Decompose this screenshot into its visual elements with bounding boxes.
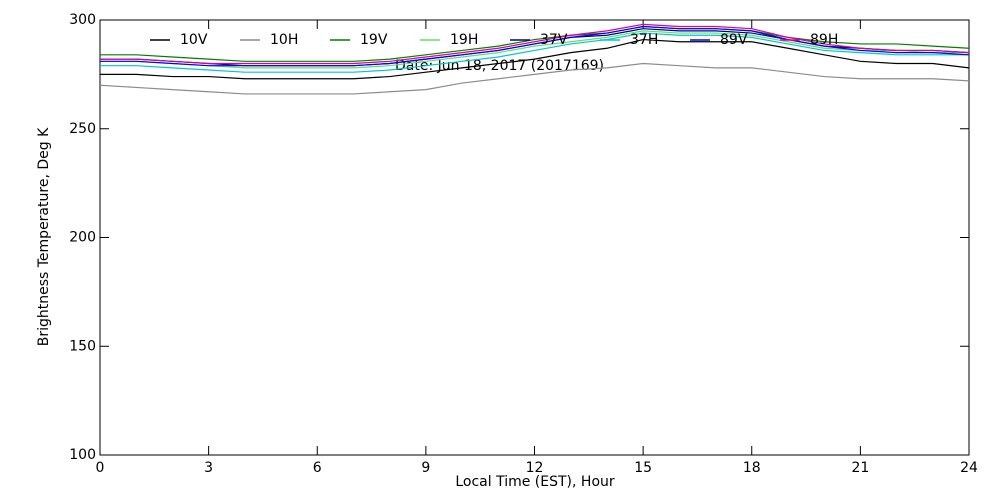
y-tick-label: 200	[69, 230, 96, 246]
legend-label: 10V	[180, 32, 208, 48]
series-line	[100, 32, 969, 73]
legend-label: 37V	[540, 32, 568, 48]
x-tick-label: 24	[960, 460, 978, 476]
legend-label: 19V	[360, 32, 388, 48]
legend-label: 10H	[270, 32, 298, 48]
x-tick-label: 9	[421, 460, 430, 476]
y-tick-label: 300	[69, 12, 96, 28]
y-axis-label: Brightness Temperature, Deg K	[36, 127, 52, 346]
series-line	[100, 38, 970, 80]
series-line	[100, 30, 969, 69]
x-tick-label: 3	[204, 460, 213, 476]
x-tick-label: 12	[526, 460, 544, 476]
x-tick-label: 21	[851, 460, 869, 476]
y-tick-label: 100	[69, 447, 96, 463]
x-tick-label: 0	[96, 460, 105, 476]
y-tick-label: 150	[69, 338, 96, 354]
legend-label: 19H	[450, 32, 478, 48]
x-tick-label: 6	[313, 460, 322, 476]
legend-label: 89V	[720, 32, 748, 48]
x-tick-label: 18	[743, 460, 761, 476]
legend-label: 37H	[630, 32, 658, 48]
series-line	[100, 25, 970, 62]
series-line	[100, 25, 970, 67]
series-line	[100, 23, 970, 65]
plot-frame	[99, 19, 970, 456]
x-axis-label: Local Time (EST), Hour	[455, 474, 615, 490]
legend-label: 89H	[810, 32, 838, 48]
series-line	[99, 62, 970, 95]
y-tick-label: 250	[69, 121, 96, 137]
x-tick-label: 15	[634, 460, 652, 476]
